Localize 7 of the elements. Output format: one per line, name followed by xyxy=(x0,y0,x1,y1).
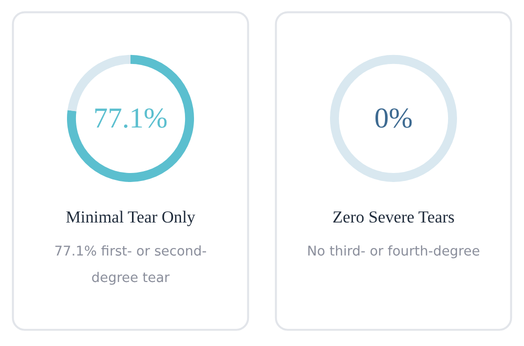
data-label: 77.1% xyxy=(93,102,168,134)
donut-slice xyxy=(66,54,194,182)
text: No third- or fourth-degree xyxy=(307,244,480,260)
text: Zero Severe Tears xyxy=(332,208,455,227)
text: Minimal Tear Only xyxy=(66,208,196,227)
text: 0% xyxy=(374,102,413,134)
text: 77.1% first- or second-degree tear xyxy=(54,244,207,286)
